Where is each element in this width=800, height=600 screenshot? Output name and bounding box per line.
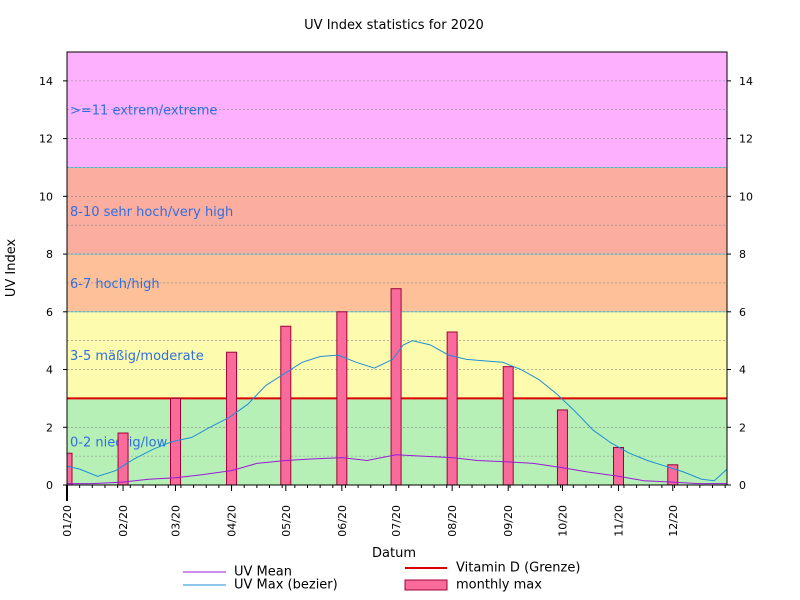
x-tick-label-8: 09/20 <box>502 505 515 537</box>
x-tick-label-9: 10/20 <box>556 505 569 537</box>
y-tick-label-left-1: 2 <box>46 421 53 434</box>
x-axis-label: Datum <box>372 546 416 561</box>
band-label-4: >=11 extrem/extreme <box>70 104 217 119</box>
y-tick-label-right-6: 12 <box>739 133 753 146</box>
uv-bands <box>67 52 727 485</box>
y-tick-labels: 0 0 2 2 4 4 6 6 8 8 10 10 12 12 14 14 <box>39 75 753 492</box>
y-tick-label-right-5: 10 <box>739 190 753 203</box>
monthly-max-bar-0 <box>66 452 73 486</box>
y-axis-label: UV Index <box>4 239 19 298</box>
y-tick-label-right-1: 2 <box>739 421 746 434</box>
y-tick-label-left-4: 8 <box>46 248 53 261</box>
x-tick-label-5: 06/20 <box>336 505 349 537</box>
monthly-max-bar-3 <box>226 351 238 486</box>
monthly-max-bar-9 <box>556 409 568 486</box>
uv-mean-line <box>67 454 727 485</box>
y-tick-label-right-2: 4 <box>739 364 746 377</box>
chart-title: UV Index statistics for 2020 <box>304 18 484 33</box>
y-tick-label-left-2: 4 <box>46 364 53 377</box>
band-3 <box>67 167 727 255</box>
x-tick-label-6: 07/20 <box>390 505 403 537</box>
legend-label-uv-max: UV Max (bezier) <box>234 578 338 593</box>
legend: UV Mean UV Max (bezier) Vitamin D (Grenz… <box>183 561 580 593</box>
band-label-2: 6-7 hoch/high <box>70 277 160 292</box>
x-tick-label-2: 03/20 <box>169 505 182 537</box>
y-tick-label-right-0: 0 <box>739 479 746 492</box>
legend-swatch-monthly-max <box>404 579 448 591</box>
uv-max-line <box>66 340 728 482</box>
monthly-max-bar-8 <box>502 366 514 486</box>
legend-label-vitamin-d: Vitamin D (Grenze) <box>456 561 580 576</box>
band-label-3: 8-10 sehr hoch/very high <box>70 205 233 220</box>
x-tick-label-7: 08/20 <box>446 505 459 537</box>
x-tick-label-0: 01/20 <box>61 505 74 537</box>
monthly-max-bar-5 <box>336 311 348 486</box>
x-tick-label-11: 12/20 <box>667 505 680 537</box>
plot-frame <box>66 51 728 486</box>
legend-label-monthly-max: monthly max <box>456 578 542 593</box>
band-label-1: 3-5 mäßig/moderate <box>70 349 204 364</box>
monthly-max-bar-1 <box>117 432 129 486</box>
y-tick-label-left-5: 10 <box>39 190 53 203</box>
data-lines <box>66 340 728 485</box>
legend-label-uv-mean: UV Mean <box>234 565 292 580</box>
y-tick-label-right-4: 8 <box>739 248 746 261</box>
x-tick-label-4: 05/20 <box>280 505 293 537</box>
y-tick-label-left-6: 12 <box>39 133 53 146</box>
x-tick-labels: 01/20 02/20 03/20 04/20 05/20 06/20 07/20 08/20… <box>61 505 680 537</box>
y-tick-label-left-3: 6 <box>46 306 53 319</box>
x-tick-label-1: 02/20 <box>117 505 130 537</box>
y-tick-label-left-7: 14 <box>39 75 53 88</box>
x-tick-label-10: 11/20 <box>613 505 626 537</box>
y-tick-label-right-7: 14 <box>739 75 753 88</box>
y-tick-label-right-3: 6 <box>739 306 746 319</box>
x-tick-label-3: 04/20 <box>226 505 239 537</box>
axes <box>63 51 731 501</box>
monthly-max-bar-10 <box>613 446 625 486</box>
y-tick-label-left-0: 0 <box>46 479 53 492</box>
